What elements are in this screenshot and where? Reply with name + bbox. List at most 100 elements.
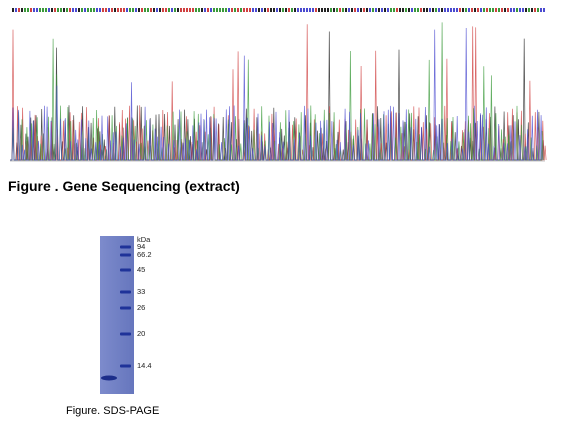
base-call	[474, 8, 476, 12]
base-call	[219, 8, 221, 12]
base-call	[366, 8, 368, 12]
base-call	[468, 8, 470, 12]
base-call	[225, 8, 227, 12]
base-call	[444, 8, 446, 12]
ladder-band	[120, 268, 131, 272]
base-call	[150, 8, 152, 12]
base-call	[465, 8, 467, 12]
marker-label: 14.4	[137, 361, 152, 370]
base-call	[234, 8, 236, 12]
base-call	[480, 8, 482, 12]
base-call	[396, 8, 398, 12]
base-call	[81, 8, 83, 12]
figure-caption: Figure. SDS-PAGE	[66, 405, 160, 417]
figure-caption: Figure . Gene Sequencing (extract)	[8, 178, 240, 194]
base-call	[327, 8, 329, 12]
base-call	[360, 8, 362, 12]
base-call	[135, 8, 137, 12]
base-call	[540, 8, 542, 12]
base-call	[369, 8, 371, 12]
base-call	[24, 8, 26, 12]
unit-label: kDa	[137, 235, 151, 244]
base-call	[36, 8, 38, 12]
base-call	[381, 8, 383, 12]
base-call	[216, 8, 218, 12]
base-call	[186, 8, 188, 12]
base-call	[543, 8, 545, 12]
trace	[10, 31, 545, 161]
base-call	[522, 8, 524, 12]
base-call	[45, 8, 47, 12]
base-call	[504, 8, 506, 12]
base-call	[90, 8, 92, 12]
base-call	[21, 8, 23, 12]
base-call	[384, 8, 386, 12]
base-call	[393, 8, 395, 12]
base-call	[153, 8, 155, 12]
marker-label: 94	[137, 242, 145, 251]
base-call	[318, 8, 320, 12]
base-call	[60, 8, 62, 12]
base-call	[195, 8, 197, 12]
base-call	[297, 8, 299, 12]
base-call	[246, 8, 248, 12]
base-call	[270, 8, 272, 12]
base-call	[42, 8, 44, 12]
marker-label: 33	[137, 287, 145, 296]
base-call	[117, 8, 119, 12]
base-call	[453, 8, 455, 12]
base-call	[450, 8, 452, 12]
base-call	[348, 8, 350, 12]
base-call	[423, 8, 425, 12]
base-call	[408, 8, 410, 12]
base-call	[372, 8, 374, 12]
base-call	[312, 8, 314, 12]
sample-band	[101, 375, 117, 381]
base-call	[402, 8, 404, 12]
base-call	[255, 8, 257, 12]
base-call	[72, 8, 74, 12]
base-call	[102, 8, 104, 12]
base-call	[507, 8, 509, 12]
base-call	[300, 8, 302, 12]
base-call	[108, 8, 110, 12]
base-call	[222, 8, 224, 12]
base-call	[294, 8, 296, 12]
base-call	[69, 8, 71, 12]
base-call	[231, 8, 233, 12]
base-call	[285, 8, 287, 12]
base-call	[447, 8, 449, 12]
base-call	[519, 8, 521, 12]
base-call	[12, 8, 14, 12]
base-call	[96, 8, 98, 12]
base-call	[189, 8, 191, 12]
base-call	[147, 8, 149, 12]
base-call	[84, 8, 86, 12]
base-call	[489, 8, 491, 12]
base-call	[144, 8, 146, 12]
base-call	[267, 8, 269, 12]
base-call	[342, 8, 344, 12]
base-call	[141, 8, 143, 12]
marker-label: 45	[137, 265, 145, 274]
base-call	[159, 8, 161, 12]
base-call	[378, 8, 380, 12]
base-call	[114, 8, 116, 12]
base-call	[441, 8, 443, 12]
gel-lane-area	[100, 236, 134, 394]
base-call	[303, 8, 305, 12]
base-call	[357, 8, 359, 12]
base-call	[315, 8, 317, 12]
base-call	[405, 8, 407, 12]
base-call	[324, 8, 326, 12]
base-call	[27, 8, 29, 12]
base-call	[279, 8, 281, 12]
base-call	[132, 8, 134, 12]
base-call	[459, 8, 461, 12]
base-call	[309, 8, 311, 12]
ladder-band	[120, 332, 131, 336]
base-call	[492, 8, 494, 12]
base-call	[57, 8, 59, 12]
